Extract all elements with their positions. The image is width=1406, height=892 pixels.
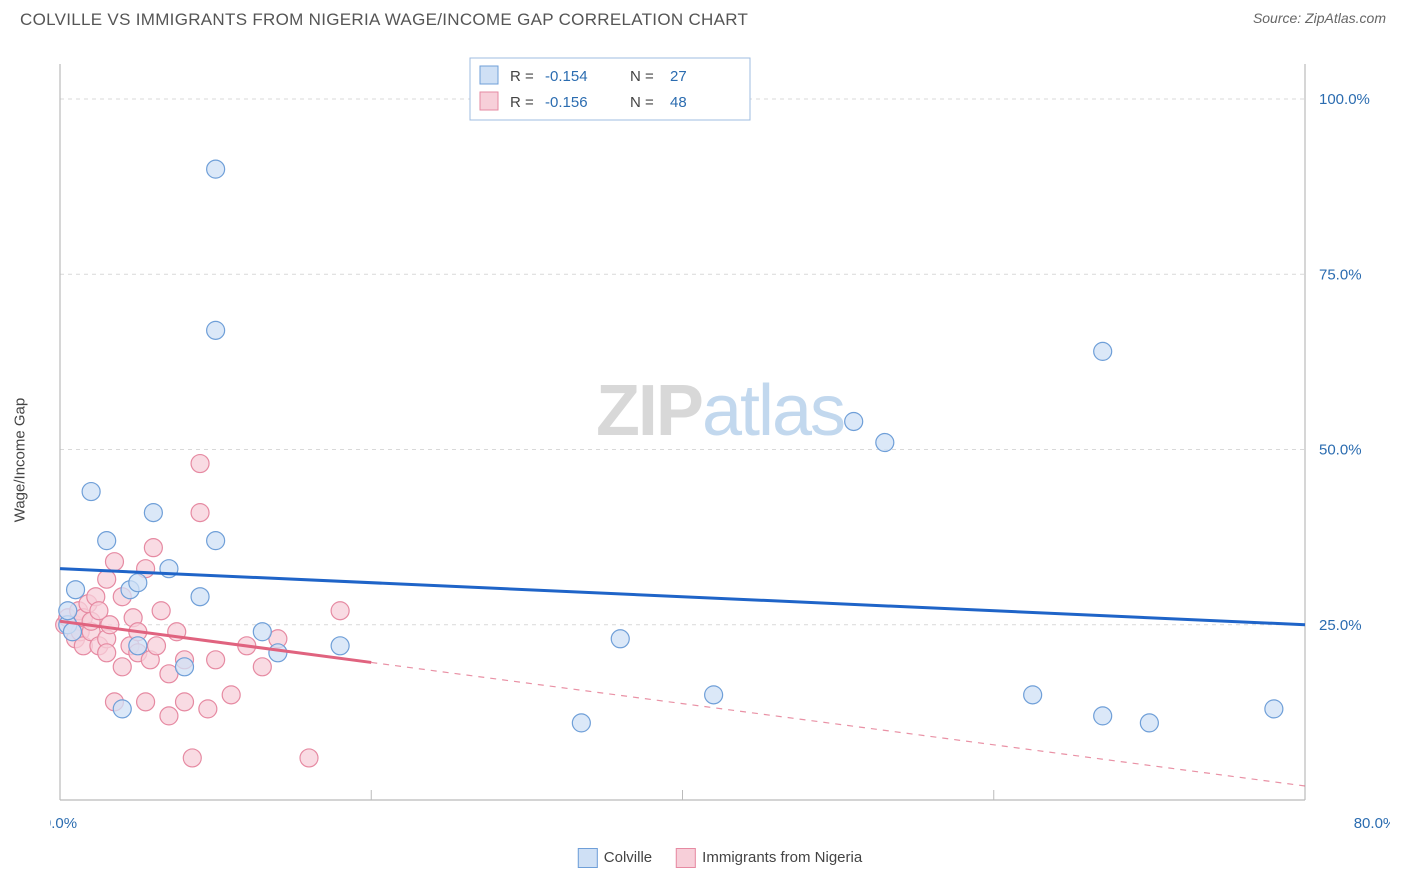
scatter-point (845, 412, 863, 430)
scatter-point (207, 321, 225, 339)
scatter-point (331, 602, 349, 620)
scatter-point (269, 644, 287, 662)
legend-n-label: N = (630, 94, 654, 111)
legend-item: Immigrants from Nigeria (676, 848, 862, 868)
scatter-point (191, 504, 209, 522)
scatter-point (253, 658, 271, 676)
scatter-point (183, 749, 201, 767)
scatter-point (705, 686, 723, 704)
y-tick-label: 50.0% (1319, 442, 1362, 459)
y-axis-label: Wage/Income Gap (12, 398, 29, 523)
scatter-point (1094, 342, 1112, 360)
scatter-point (199, 700, 217, 718)
scatter-point (207, 532, 225, 550)
scatter-point (611, 630, 629, 648)
chart-area: Wage/Income Gap 25.0%50.0%75.0%100.0%0.0… (50, 50, 1390, 870)
legend-swatch (480, 92, 498, 110)
y-tick-label: 75.0% (1319, 266, 1362, 283)
legend-r-value: -0.156 (545, 94, 588, 111)
scatter-point (1024, 686, 1042, 704)
legend-r-label: R = (510, 68, 534, 85)
trend-line (60, 569, 1305, 625)
scatter-point (300, 749, 318, 767)
scatter-point (147, 637, 165, 655)
scatter-point (59, 602, 77, 620)
scatter-point (63, 623, 81, 641)
legend-item: Colville (578, 848, 652, 868)
legend-label: Immigrants from Nigeria (702, 849, 862, 866)
legend-bottom: Colville Immigrants from Nigeria (578, 848, 862, 868)
scatter-point (105, 553, 123, 571)
chart-title: COLVILLE VS IMMIGRANTS FROM NIGERIA WAGE… (20, 10, 748, 30)
scatter-chart: 25.0% 50.0% 75.0% 100.0% 0.0% 80.0% R = -0.154 N… (50, 50, 1390, 840)
scatter-point (176, 658, 194, 676)
scatter-point (113, 658, 131, 676)
legend-swatch (676, 848, 696, 868)
legend-r-label: R = (510, 94, 534, 111)
scatter-point (98, 570, 116, 588)
scatter-point (331, 637, 349, 655)
scatter-point (253, 623, 271, 641)
scatter-point (129, 574, 147, 592)
x-tick-label: 80.0% (1354, 815, 1390, 832)
scatter-point (207, 651, 225, 669)
legend-label: Colville (604, 849, 652, 866)
legend-swatch (578, 848, 598, 868)
legend-n-value: 48 (670, 94, 687, 111)
scatter-point (129, 637, 147, 655)
scatter-point (1265, 700, 1283, 718)
scatter-point (67, 581, 85, 599)
y-tick-label: 25.0% (1319, 617, 1362, 634)
scatter-point (144, 539, 162, 557)
scatter-point (222, 686, 240, 704)
scatter-point (176, 693, 194, 711)
source-label: Source: ZipAtlas.com (1253, 10, 1386, 26)
scatter-point (101, 616, 119, 634)
scatter-point (160, 707, 178, 725)
trend-line-dashed (371, 662, 1305, 786)
scatter-point (876, 434, 894, 452)
scatter-point (191, 588, 209, 606)
scatter-point (191, 455, 209, 473)
scatter-point (572, 714, 590, 732)
legend-swatch (480, 66, 498, 84)
scatter-point (207, 160, 225, 178)
x-tick-label: 0.0% (50, 815, 77, 832)
scatter-point (98, 532, 116, 550)
y-tick-label: 100.0% (1319, 91, 1370, 108)
legend-r-value: -0.154 (545, 68, 588, 85)
scatter-point (113, 700, 131, 718)
scatter-point (152, 602, 170, 620)
scatter-point (1140, 714, 1158, 732)
legend-n-label: N = (630, 68, 654, 85)
scatter-point (144, 504, 162, 522)
scatter-point (98, 644, 116, 662)
legend-n-value: 27 (670, 68, 687, 85)
scatter-point (1094, 707, 1112, 725)
scatter-point (137, 693, 155, 711)
scatter-point (82, 483, 100, 501)
